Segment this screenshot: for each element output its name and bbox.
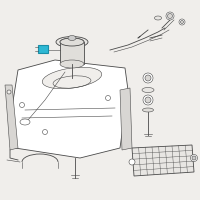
Bar <box>38 45 48 53</box>
Polygon shape <box>132 145 194 176</box>
Ellipse shape <box>145 75 151 81</box>
Ellipse shape <box>60 38 84 46</box>
Ellipse shape <box>180 21 184 23</box>
Ellipse shape <box>142 88 154 92</box>
Polygon shape <box>5 85 18 150</box>
Bar <box>60 42 84 64</box>
Ellipse shape <box>129 159 135 165</box>
Ellipse shape <box>192 156 196 160</box>
Ellipse shape <box>42 130 48 134</box>
Ellipse shape <box>154 16 162 20</box>
Polygon shape <box>120 88 132 150</box>
Ellipse shape <box>60 38 84 46</box>
Ellipse shape <box>7 90 11 94</box>
Ellipse shape <box>142 108 154 112</box>
Ellipse shape <box>60 60 84 68</box>
Ellipse shape <box>143 95 153 105</box>
Polygon shape <box>10 60 128 158</box>
Ellipse shape <box>166 12 174 20</box>
Ellipse shape <box>56 36 88 47</box>
Ellipse shape <box>168 14 172 19</box>
Ellipse shape <box>190 154 198 162</box>
Ellipse shape <box>143 73 153 83</box>
Ellipse shape <box>68 36 76 40</box>
Ellipse shape <box>106 96 110 100</box>
Ellipse shape <box>20 102 24 108</box>
Ellipse shape <box>145 97 151 103</box>
Ellipse shape <box>42 67 102 89</box>
Ellipse shape <box>20 119 30 125</box>
Ellipse shape <box>179 19 185 25</box>
